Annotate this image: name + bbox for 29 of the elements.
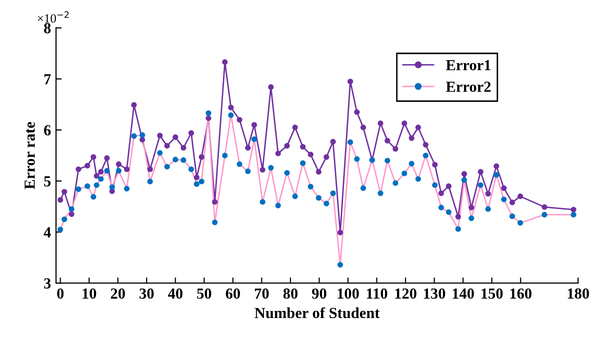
x-tick-label: 80 — [283, 288, 298, 299]
x-tick-label: 180 — [568, 288, 589, 299]
y-tick-label: 5 — [44, 176, 51, 186]
legend-label: Error2 — [446, 82, 491, 92]
x-tick-label: 100 — [338, 288, 359, 299]
y-tick-label: 6 — [44, 125, 51, 136]
x-axis-title: Number of Student — [254, 307, 380, 318]
y-axis-title: Error rate — [24, 122, 35, 190]
legend-label: Error1 — [446, 60, 490, 70]
y-tick-label: 3 — [44, 278, 51, 289]
x-tick-label: 30 — [140, 288, 154, 299]
x-tick-label: 150 — [482, 288, 503, 299]
y-tick-label: 4 — [44, 227, 51, 238]
y-tick-label: 7 — [44, 74, 51, 84]
y-tick-label: 8 — [44, 23, 51, 34]
x-tick-label: 110 — [366, 288, 388, 299]
x-tick-label: 160 — [510, 288, 532, 299]
x-tick-label: 140 — [452, 288, 474, 299]
x-tick-label: 40 — [168, 288, 182, 299]
x-tick-label: 10 — [82, 288, 96, 299]
text: ×10$^{−2}$ — [38, 11, 69, 23]
x-tick-label: 130 — [424, 288, 446, 299]
x-tick-label: 50 — [197, 288, 212, 299]
x-tick-label: 70 — [254, 288, 269, 299]
x-tick-label: 0 — [57, 288, 64, 299]
x-tick-label: 60 — [226, 288, 240, 299]
x-tick-label: 120 — [395, 288, 416, 299]
x-tick-label: 90 — [312, 288, 326, 299]
x-tick-label: 20 — [110, 288, 125, 299]
